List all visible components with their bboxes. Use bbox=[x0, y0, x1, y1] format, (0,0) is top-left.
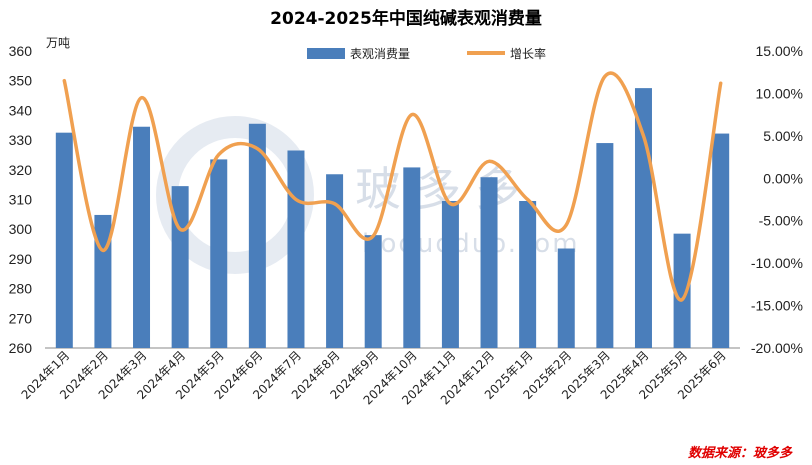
bar-consumption bbox=[210, 159, 228, 348]
bar-consumption bbox=[133, 126, 151, 348]
x-axis-labels: 2024年1月2024年2月2024年3月2024年4月2024年5月2024年… bbox=[19, 348, 729, 407]
bar-consumption bbox=[326, 174, 344, 348]
y-left-tick-label: 300 bbox=[9, 221, 33, 237]
y-left-tick-label: 290 bbox=[9, 251, 33, 267]
y-left-tick-label: 310 bbox=[9, 192, 33, 208]
y-left-tick-label: 340 bbox=[9, 102, 33, 118]
y-left-tick-label: 360 bbox=[9, 43, 33, 59]
bar-consumption bbox=[248, 123, 266, 348]
bar-consumption bbox=[712, 133, 730, 348]
bar-consumption bbox=[287, 150, 305, 348]
y-right-tick-label: 15.00% bbox=[756, 43, 803, 59]
bar-consumption bbox=[441, 200, 459, 348]
bar-consumption bbox=[673, 233, 691, 348]
legend: 表观消费量 增长率 bbox=[307, 46, 546, 61]
y-right-tick-label: -20.00% bbox=[751, 340, 803, 356]
y-left-tick-label: 280 bbox=[9, 281, 33, 297]
legend-label-consumption: 表观消费量 bbox=[350, 47, 410, 61]
bar-consumption bbox=[171, 186, 189, 348]
bar-consumption bbox=[557, 248, 575, 348]
bar-consumption bbox=[480, 177, 498, 348]
y-left-unit: 万吨 bbox=[46, 36, 70, 50]
bar-consumption bbox=[55, 132, 73, 348]
y-right-tick-label: -15.00% bbox=[751, 298, 803, 314]
line-growth-rate bbox=[62, 71, 723, 302]
y-left-axis: 260 270 280 290 300 310 320 330 340 350 360 bbox=[9, 43, 33, 356]
bar-consumption bbox=[634, 88, 652, 348]
legend-label-growth: 增长率 bbox=[510, 46, 546, 61]
y-left-tick-label: 270 bbox=[9, 310, 33, 326]
bar-consumption bbox=[519, 200, 537, 348]
y-left-tick-label: 330 bbox=[9, 132, 33, 148]
y-right-tick-label: -10.00% bbox=[751, 255, 803, 271]
bar-consumption bbox=[403, 167, 421, 348]
y-left-tick-label: 320 bbox=[9, 162, 33, 178]
y-left-tick-label: 260 bbox=[9, 340, 33, 356]
line-series bbox=[62, 71, 723, 302]
y-right-tick-label: -5.00% bbox=[759, 213, 803, 229]
y-right-tick-label: 0.00% bbox=[763, 170, 803, 186]
bar-consumption bbox=[364, 235, 382, 348]
bar-consumption bbox=[596, 143, 614, 348]
bar-consumption bbox=[94, 214, 112, 348]
y-right-tick-label: 5.00% bbox=[763, 128, 803, 144]
bar-series bbox=[55, 88, 730, 348]
chart-title: 2024-2025年中国纯碱表观消费量 bbox=[270, 8, 542, 29]
watermark-url: boduoduo.com bbox=[362, 229, 580, 259]
legend-swatch-bar bbox=[307, 48, 345, 59]
y-right-axis: -20.00% -15.00% -10.00% -5.00% 0.00% 5.00% 10.… bbox=[751, 43, 803, 356]
y-right-tick-label: 10.00% bbox=[756, 85, 803, 101]
source-note: 数据来源：玻多多 bbox=[688, 445, 793, 461]
y-left-tick-label: 350 bbox=[9, 73, 33, 89]
